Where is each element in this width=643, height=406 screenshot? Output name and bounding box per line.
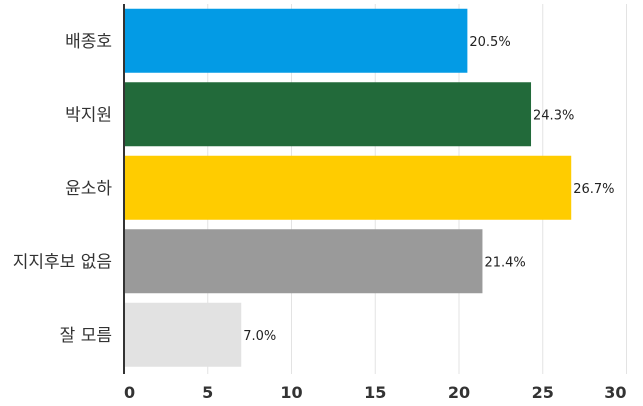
bar	[125, 229, 483, 294]
data-label: 21.4%	[484, 255, 525, 270]
x-tick-label: 15	[364, 383, 386, 402]
bar	[125, 302, 242, 367]
bars	[125, 8, 572, 367]
category-label: 잘 모름	[60, 326, 112, 346]
x-tick-label: 30	[604, 383, 626, 402]
bar	[125, 155, 572, 220]
x-tick-labels: 0 5 10 15 20 25 30	[124, 383, 627, 402]
category-label: 박지원	[65, 105, 112, 125]
x-tick-label: 20	[448, 383, 470, 402]
data-label: 20.5%	[469, 35, 510, 50]
bar	[125, 8, 468, 73]
category-label: 윤소하	[65, 179, 112, 199]
category-label: 지지후보 없음	[13, 252, 112, 272]
data-label: 24.3%	[533, 108, 574, 123]
data-labels: 20.5% 24.3% 26.7% 21.4% 7.0%	[243, 35, 614, 344]
bar	[125, 82, 532, 147]
x-tick-label: 0	[124, 383, 135, 402]
x-tick-label: 25	[532, 383, 554, 402]
x-tick-label: 10	[280, 383, 302, 402]
data-label: 7.0%	[243, 329, 276, 344]
x-tick-label: 5	[202, 383, 213, 402]
data-label: 26.7%	[573, 182, 614, 197]
category-label: 배종호	[65, 32, 112, 52]
